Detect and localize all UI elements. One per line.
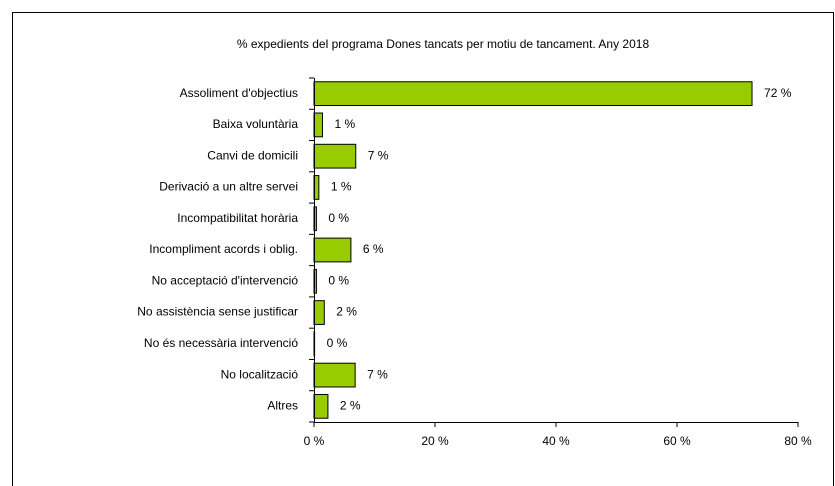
value-label: 0 % bbox=[328, 273, 349, 287]
x-tick-label: 40 % bbox=[542, 434, 570, 448]
bar bbox=[313, 393, 329, 419]
value-label: 1 % bbox=[334, 117, 355, 131]
y-tick-label: No assistència sense justificar bbox=[137, 305, 298, 319]
value-label: 6 % bbox=[363, 242, 384, 256]
y-tick-label: Incompliment acords i oblig. bbox=[149, 242, 298, 256]
y-tick-label: Canvi de domicili bbox=[207, 148, 298, 162]
x-tick-label: 20 % bbox=[421, 434, 449, 448]
value-label: 72 % bbox=[764, 86, 792, 100]
value-label: 0 % bbox=[327, 336, 348, 350]
value-label: 2 % bbox=[340, 399, 361, 413]
y-tick-label: No localització bbox=[221, 367, 299, 381]
bar bbox=[313, 81, 753, 107]
bar bbox=[313, 300, 325, 325]
value-label: 0 % bbox=[328, 211, 349, 225]
x-tick-label: 0 % bbox=[304, 434, 325, 448]
value-label: 7 % bbox=[367, 367, 388, 381]
x-tick-label: 80 % bbox=[784, 434, 812, 448]
bar bbox=[313, 237, 352, 263]
y-tick-label: No és necessària intervenció bbox=[144, 336, 298, 350]
value-label: 1 % bbox=[331, 180, 352, 194]
y-tick-label: Derivació a un altre servei bbox=[159, 180, 298, 194]
y-tick-label: Altres bbox=[267, 399, 298, 413]
bar bbox=[313, 143, 357, 169]
value-label: 7 % bbox=[368, 148, 389, 162]
chart-title: % expedients del programa Dones tancats … bbox=[237, 37, 650, 51]
y-tick-label: Incompatibilitat horària bbox=[177, 211, 298, 225]
y-tick-label: No acceptació d'intervenció bbox=[152, 273, 299, 287]
value-label: 2 % bbox=[336, 305, 357, 319]
y-tick-label: Baixa voluntària bbox=[213, 117, 299, 131]
y-tick-label: Assoliment d'objectius bbox=[180, 86, 298, 100]
bar bbox=[313, 362, 356, 388]
x-tick-label: 60 % bbox=[663, 434, 691, 448]
bar bbox=[313, 112, 323, 138]
